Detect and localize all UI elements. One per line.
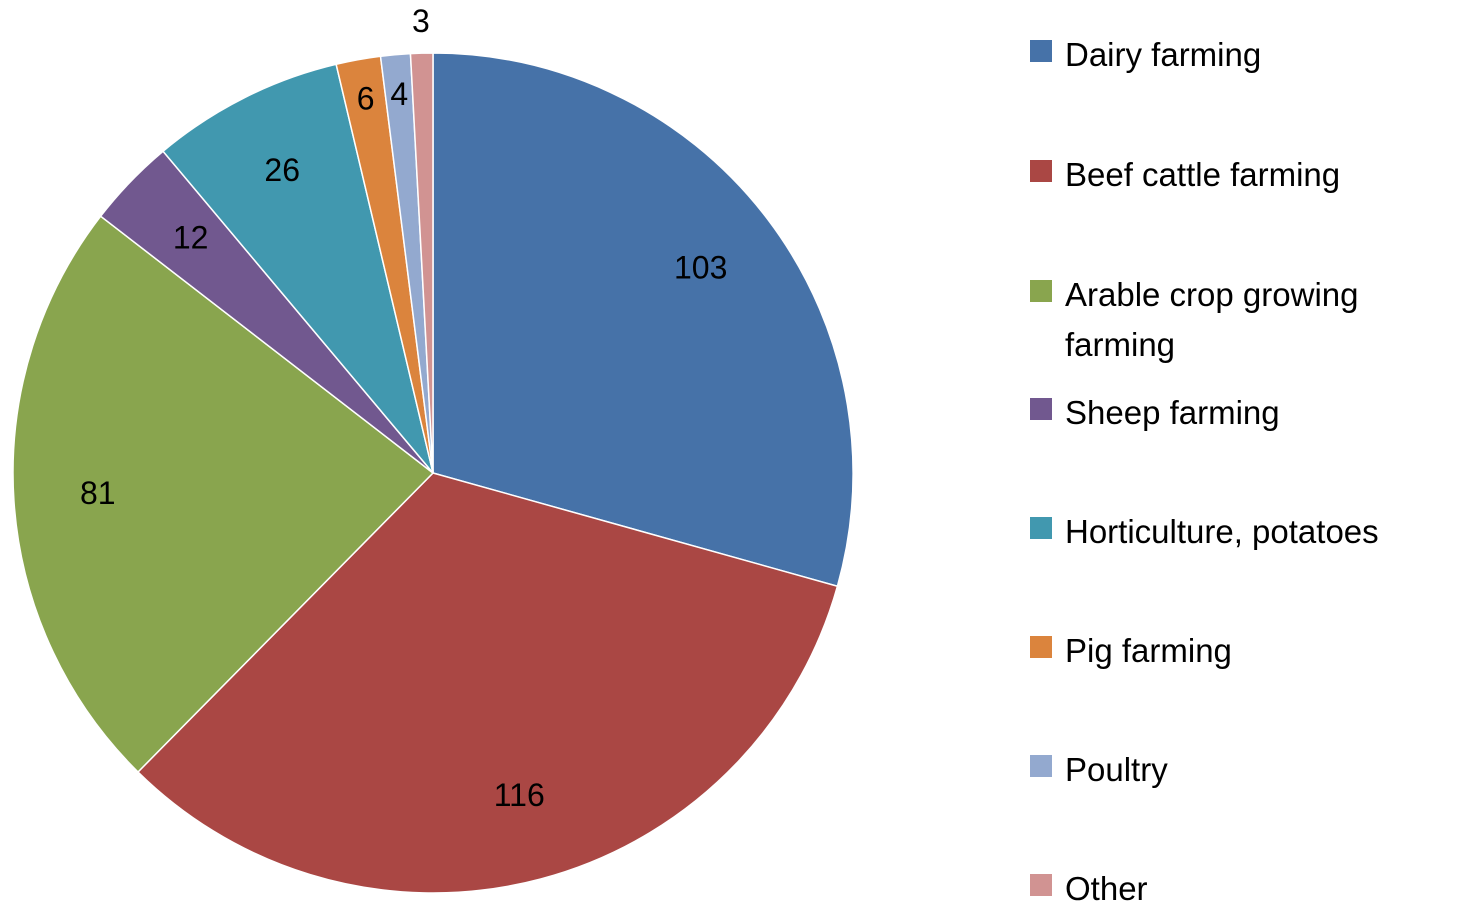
- legend-swatch: [1030, 636, 1052, 658]
- pie-slice: [12, 215, 435, 774]
- data-label: 12: [173, 220, 209, 256]
- legend-label: Poultry: [1065, 751, 1168, 788]
- data-label: 116: [494, 777, 545, 813]
- data-label: 26: [264, 152, 300, 188]
- legend-item: Other: [1030, 864, 1450, 906]
- legend-swatch: [1030, 874, 1052, 896]
- data-label: 103: [674, 249, 727, 285]
- legend-label: Pig farming: [1065, 632, 1232, 669]
- data-label: 81: [80, 475, 116, 511]
- pie-slice: [161, 63, 434, 474]
- legend-label: Dairy farming: [1065, 36, 1262, 73]
- pie-slice: [409, 52, 434, 474]
- legend-item: Poultry: [1030, 745, 1450, 795]
- data-label: 3: [412, 3, 430, 39]
- legend-label: Beef cattle farming: [1065, 156, 1341, 193]
- data-label: 6: [357, 80, 375, 116]
- data-label: 4: [390, 76, 408, 112]
- legend-label: Arable crop growing farming: [1065, 276, 1359, 363]
- legend-item: Beef cattle farming: [1030, 150, 1450, 200]
- legend-item: Sheep farming: [1030, 388, 1450, 438]
- legend-item: Pig farming: [1030, 626, 1450, 676]
- legend-label: Sheep farming: [1065, 394, 1280, 431]
- legend-swatch: [1030, 280, 1052, 302]
- legend-swatch: [1030, 755, 1052, 777]
- legend-swatch: [1030, 398, 1052, 420]
- pie-area: 103 116 81 12 26 6 4 3: [12, 3, 854, 894]
- legend-item: Arable crop growing farming: [1030, 270, 1450, 370]
- legend-label: Horticulture, potatoes: [1065, 513, 1379, 550]
- legend-item: Horticulture, potatoes: [1030, 507, 1450, 557]
- legend-label: Other: [1065, 870, 1148, 906]
- pie-slice: [432, 52, 854, 588]
- legend-swatch: [1030, 160, 1052, 182]
- legend-swatch: [1030, 40, 1052, 62]
- legend-item: Dairy farming: [1030, 30, 1450, 80]
- pie-slice: [136, 472, 839, 894]
- legend-swatch: [1030, 517, 1052, 539]
